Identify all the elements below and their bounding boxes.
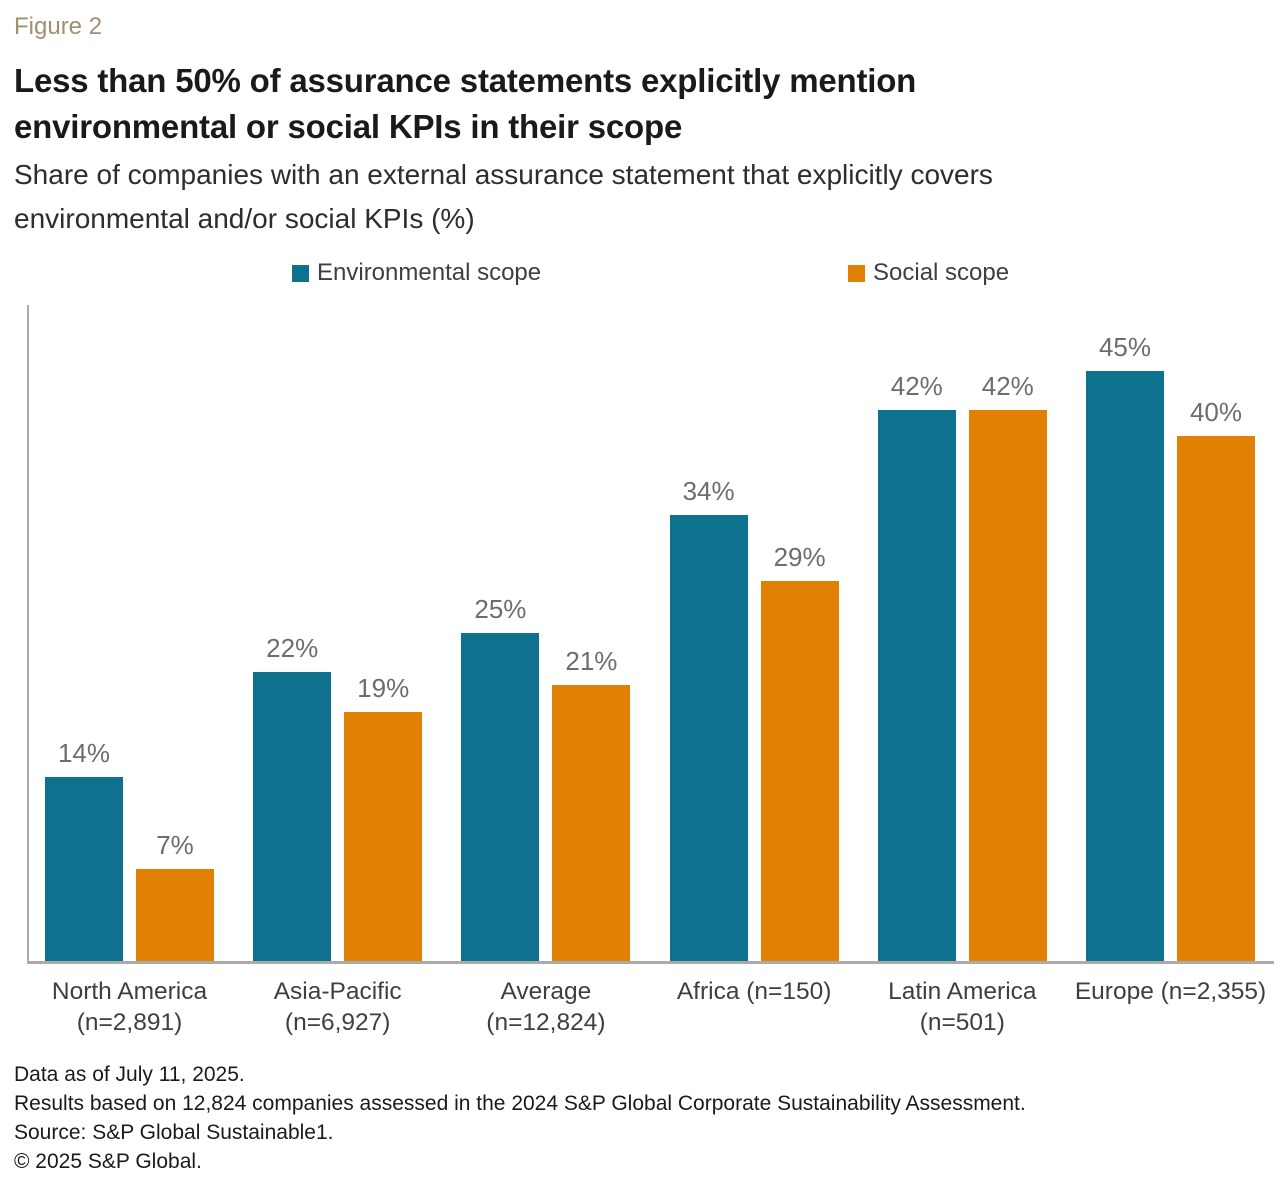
bar-social — [344, 712, 423, 961]
bar-group: 14% 7% — [45, 305, 214, 961]
legend-item-environmental: Environmental scope — [292, 259, 541, 287]
chart-subtitle: Share of companies with an external assu… — [14, 153, 993, 241]
footnote-copyright: © 2025 S&P Global. — [14, 1150, 202, 1173]
plot-area: 14% 7% 22% 19% 25% 21% 34% 29% 42% 42% 45% 40% — [27, 305, 1274, 964]
bar-value-label: 29% — [773, 542, 826, 572]
legend-item-social: Social scope — [848, 259, 1009, 287]
bar-group: 22% 19% — [253, 305, 423, 961]
bar-group: 25% 21% — [461, 305, 631, 961]
chart-title-line-2: environmental or social KPIs in their sc… — [14, 108, 683, 145]
chart-subtitle-line-2: environmental and/or social KPIs (%) — [14, 203, 475, 234]
bar-environmental — [877, 410, 956, 961]
bar-environmental — [45, 777, 123, 961]
bar-group: 45% 40% — [1086, 305, 1255, 961]
chart-title-line-1: Less than 50% of assurance statements ex… — [14, 62, 917, 99]
chart-subtitle-line-1: Share of companies with an external assu… — [14, 159, 993, 190]
bar-value-label: 14% — [57, 738, 111, 768]
bar-value-label: 42% — [981, 371, 1034, 401]
bar-social — [968, 410, 1047, 961]
environmental-swatch-icon — [292, 264, 309, 282]
bar-social — [1177, 436, 1255, 961]
bar-value-label: 42% — [890, 371, 943, 401]
bar-value-label: 25% — [474, 594, 527, 624]
bar-value-label: 19% — [357, 673, 410, 703]
footnote-source: Source: S&P Global Sustainable1. — [14, 1121, 334, 1144]
bar-group: 42% 42% — [877, 305, 1047, 961]
bar-environmental — [1086, 371, 1164, 961]
bar-social — [552, 685, 631, 961]
x-axis-category-label: North America (n=2,891) — [51, 978, 208, 1036]
bar-environmental — [461, 633, 540, 961]
bar-value-label: 34% — [682, 476, 735, 506]
bar-value-label: 21% — [565, 646, 618, 676]
bar-value-label: 22% — [266, 633, 319, 663]
bar-environmental — [253, 672, 332, 961]
bar-group: 34% 29% — [669, 305, 839, 961]
x-axis-category-label: Latin America (n=501) — [888, 978, 1037, 1036]
footnote-results-basis: Results based on 12,824 companies assess… — [14, 1092, 1026, 1115]
chart-legend: Environmental scope Social scope — [0, 259, 1280, 289]
bar-social — [760, 581, 839, 961]
footnotes: Data as of July 11, 2025. Results based … — [14, 1060, 1026, 1176]
chart-title: Less than 50% of assurance statements ex… — [14, 58, 916, 150]
bar-value-label: 7% — [156, 830, 194, 860]
x-axis-category-label: Asia-Pacific (n=6,927) — [273, 978, 402, 1036]
legend-label-environmental: Environmental scope — [317, 259, 542, 286]
bar-value-label: 45% — [1098, 332, 1152, 362]
bar-social — [136, 869, 214, 961]
x-axis-category-label: Europe (n=2,355) — [1074, 978, 1267, 1005]
bar-value-label: 40% — [1189, 397, 1243, 427]
legend-label-social: Social scope — [873, 259, 1010, 286]
x-axis-category-label: Average (n=12,824) — [486, 978, 606, 1036]
figure-number-label: Figure 2 — [14, 13, 103, 40]
footnote-data-as-of: Data as of July 11, 2025. — [14, 1063, 245, 1086]
social-swatch-icon — [848, 264, 865, 282]
x-axis-category-label: Africa (n=150) — [676, 978, 832, 1005]
bar-environmental — [669, 515, 748, 961]
